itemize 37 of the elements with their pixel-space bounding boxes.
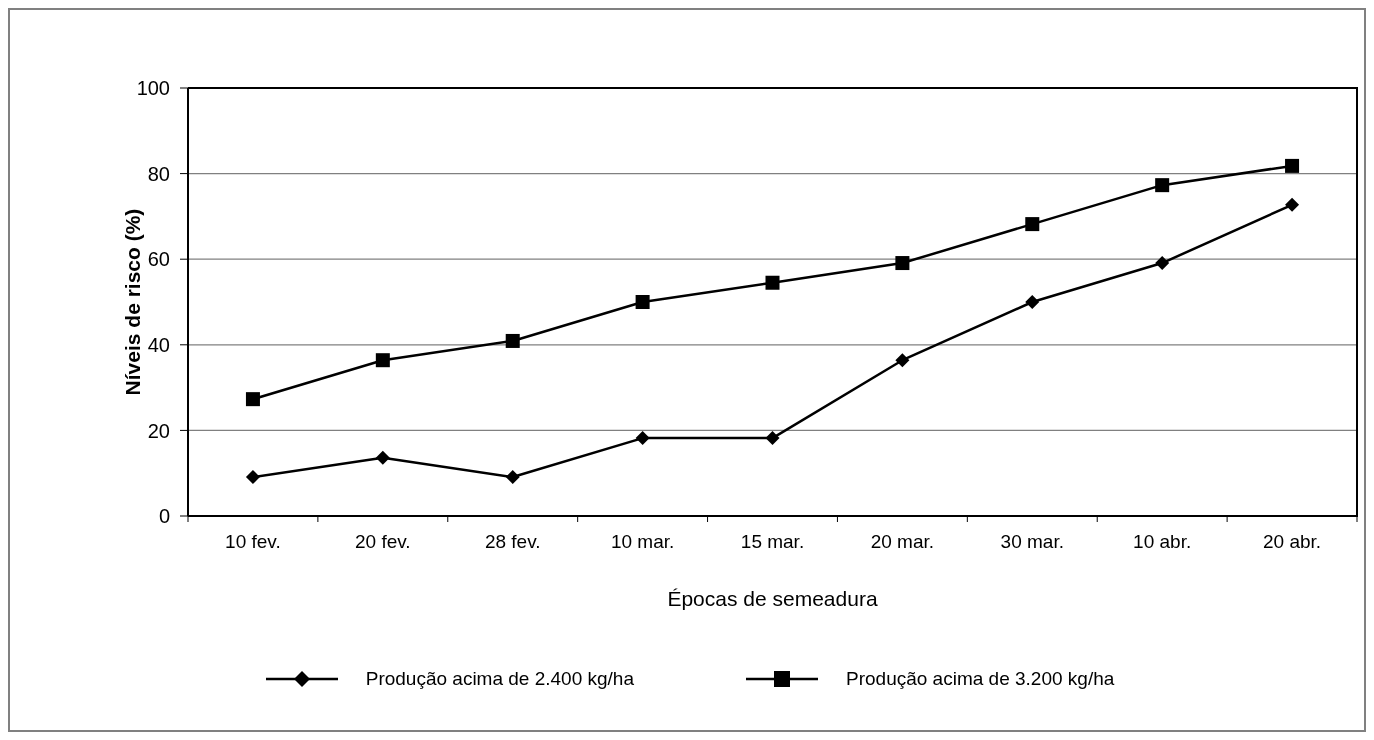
y-tick-label: 40	[147, 333, 170, 356]
y-axis-title: Níveis de risco (%)	[121, 208, 145, 396]
point	[895, 256, 910, 271]
x-tick-label: 28 fev.	[484, 531, 541, 552]
point	[765, 275, 780, 290]
y-tick-label: 60	[147, 248, 170, 271]
point	[245, 392, 260, 407]
point	[635, 295, 650, 309]
x-tick-label: 30 mar.	[1000, 531, 1064, 552]
point	[375, 353, 390, 368]
x-tick-label: 10 mar.	[610, 531, 675, 552]
x-tick-label: 10 fev.	[225, 531, 281, 552]
x-tick-label: 20 abr.	[1263, 531, 1322, 552]
x-tick-label: 10 abr.	[1133, 531, 1192, 552]
y-tick-label: 80	[147, 162, 170, 185]
x-tick-label: 15 mar.	[740, 531, 805, 552]
point	[1025, 217, 1040, 232]
point	[635, 431, 650, 446]
y-tick-label: 0	[158, 505, 170, 528]
legend-label: Produção acima de 2.400 kg/ha	[365, 668, 634, 690]
point	[1155, 178, 1170, 193]
point	[1285, 158, 1300, 173]
point	[375, 450, 390, 465]
point	[1025, 295, 1040, 309]
x-tick-label: 20 mar.	[870, 531, 935, 552]
point	[245, 470, 260, 485]
point	[1155, 256, 1170, 271]
legend-label: Produção acima de 3.200 kg/ha	[846, 668, 1115, 690]
point	[505, 333, 520, 348]
y-tick-label: 20	[147, 419, 170, 442]
point	[765, 431, 780, 446]
y-tick-label: 100	[136, 77, 170, 100]
point	[895, 353, 910, 368]
point	[505, 470, 520, 485]
x-axis-title: Épocas de semeadura	[667, 587, 878, 610]
x-tick-label: 20 fev.	[355, 531, 411, 552]
point	[1285, 197, 1300, 212]
